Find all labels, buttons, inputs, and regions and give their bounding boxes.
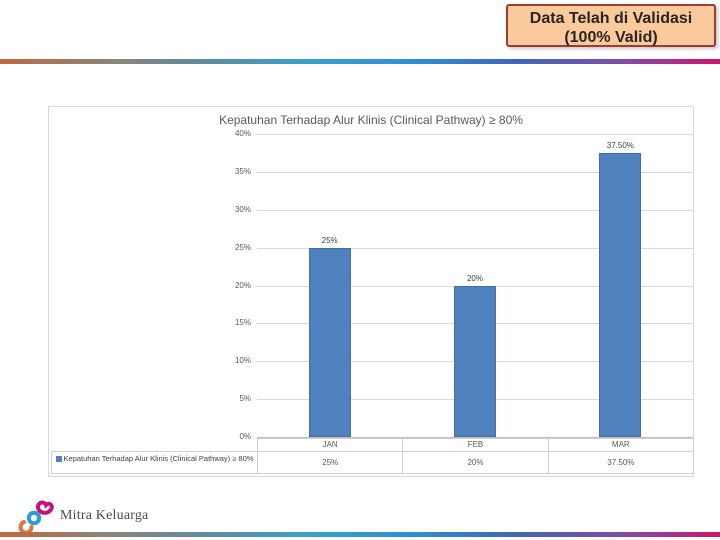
y-axis-tick-label: 25% [234, 242, 251, 252]
y-axis-tick-label: 40% [234, 129, 251, 138]
legend-swatch [55, 456, 62, 462]
validation-badge: Data Telah di Validasi (100% Valid) [506, 4, 716, 47]
gridline [257, 247, 693, 249]
x-axis-line [257, 437, 693, 438]
y-axis-tick-label: 20% [234, 280, 251, 290]
table-category-cell: MAR [547, 438, 694, 452]
bar-value-label: 20% [466, 273, 483, 283]
table-value-cell: 37.50% [547, 451, 694, 474]
plot-area: 0% 5% 10% 15% 20% 25% 30% 35% 40% 25% 20% 37.50% JAN… [49, 107, 694, 476]
table-category-cell: FEB [402, 438, 549, 452]
logo: Mitra Keluarga [18, 496, 148, 536]
table-category-cell: JAN [257, 438, 404, 452]
top-divider-line [0, 59, 720, 64]
y-axis-tick-label: 0% [239, 432, 251, 441]
bar-feb [454, 285, 496, 437]
badge-line2: (100% Valid) [564, 29, 658, 46]
chart-title: Kepatuhan Terhadap Alur Klinis (Clinical… [219, 113, 523, 127]
y-axis-tick-label: 10% [234, 356, 251, 366]
badge-line1: Data Telah di Validasi [529, 10, 693, 27]
table-value-cell: 25% [257, 451, 404, 474]
bar-value-label: 37.50% [606, 140, 634, 150]
mitra-keluarga-logo-icon [18, 500, 54, 535]
y-axis-tick-label: 15% [234, 318, 251, 328]
y-axis-tick-label: 30% [234, 204, 251, 214]
bar-jan [308, 247, 351, 437]
y-axis-tick-label: 5% [239, 394, 251, 404]
table-value-cell: 20% [402, 451, 549, 474]
legend-label: Kepatuhan Terhadap Alur Klinis (Clinical… [63, 454, 254, 463]
legend-cell: Kepatuhan Terhadap Alur Klinis (Clinical… [51, 451, 258, 474]
bar-mar [599, 152, 642, 437]
logo-text: Mitra Keluarga [60, 508, 149, 523]
bar-value-label: 25% [321, 235, 338, 245]
gridline [257, 134, 693, 135]
y-axis-tick-label: 35% [234, 166, 251, 176]
gridline [257, 209, 693, 211]
gridline [257, 171, 693, 173]
bar-chart: Kepatuhan Terhadap Alur Klinis (Clinical… [48, 106, 694, 477]
bottom-divider-line [0, 532, 720, 537]
